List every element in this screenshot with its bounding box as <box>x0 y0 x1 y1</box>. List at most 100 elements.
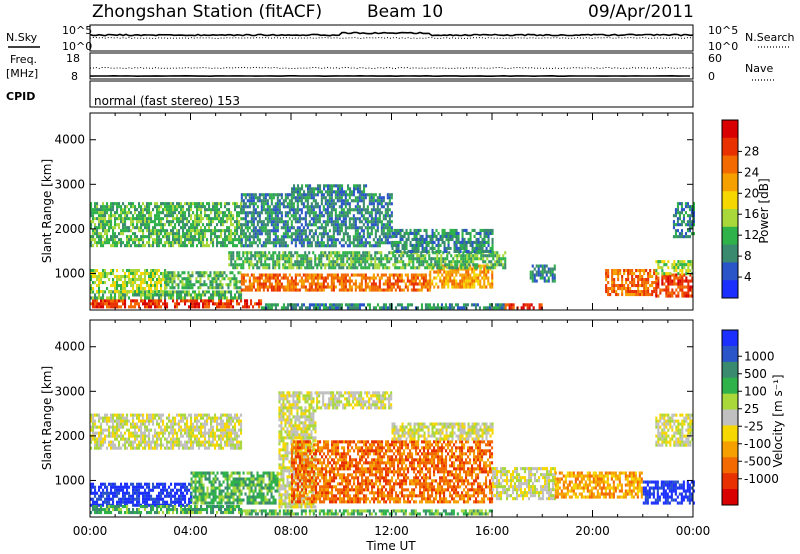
range-gate-cell <box>258 251 261 255</box>
range-gate-cell <box>188 305 191 309</box>
range-gate-cell <box>206 290 209 294</box>
range-gate-cell <box>104 229 107 233</box>
range-gate-cell <box>418 263 421 267</box>
range-gate-cell <box>177 283 180 287</box>
range-gate-cell <box>314 285 317 289</box>
range-gate-cell <box>676 205 679 209</box>
range-gate-cell <box>431 231 434 235</box>
range-gate-cell <box>406 276 409 280</box>
range-gate-cell <box>294 220 297 224</box>
range-gate-cell <box>233 283 236 287</box>
range-gate-cell <box>490 260 493 264</box>
range-gate-cell <box>262 251 265 255</box>
range-gate-cell <box>204 299 207 303</box>
range-gate-cell <box>256 254 259 258</box>
range-gate-cell <box>302 193 305 197</box>
range-gate-cell <box>360 193 363 197</box>
range-gate-cell <box>487 237 490 241</box>
range-gate-cell <box>128 226 131 230</box>
range-gate-cell <box>298 208 301 212</box>
range-gate-cell <box>378 193 381 197</box>
range-gate-cell <box>358 238 361 242</box>
range-gate-cell <box>142 290 145 294</box>
range-gate-cell <box>349 187 352 191</box>
range-gate-cell <box>471 267 474 271</box>
range-gate-cell <box>296 260 299 264</box>
range-gate-cell <box>138 244 141 248</box>
range-gate-cell <box>413 243 416 247</box>
range-gate-cell <box>440 257 443 261</box>
range-gate-cell <box>356 303 359 307</box>
range-gate-cell <box>228 202 231 206</box>
range-gate-cell <box>128 229 131 233</box>
range-gate-cell <box>400 260 403 264</box>
range-gate-cell <box>90 497 93 501</box>
range-gate-cell <box>250 288 253 292</box>
range-gate-cell <box>337 190 340 194</box>
range-gate-cell <box>411 243 414 247</box>
range-gate-cell <box>158 281 161 285</box>
range-gate-cell <box>635 284 638 288</box>
range-gate-cell <box>350 241 353 245</box>
range-gate-cell <box>158 290 161 294</box>
range-gate-cell <box>192 223 195 227</box>
range-gate-cell <box>310 273 313 277</box>
range-gate-cell <box>224 235 227 239</box>
range-gate-cell <box>431 243 434 247</box>
range-gate-cell <box>90 284 93 288</box>
range-gate-cell <box>108 491 111 495</box>
range-gate-cell <box>674 229 677 233</box>
range-gate-cell <box>300 232 303 236</box>
range-gate-cell <box>374 241 377 245</box>
range-gate-cell <box>354 285 357 289</box>
range-gate-cell <box>286 276 289 280</box>
range-gate-cell <box>464 266 467 270</box>
range-gate-cell <box>304 257 307 261</box>
range-gate-cell <box>210 241 213 245</box>
range-gate-cell <box>672 214 675 218</box>
range-gate-cell <box>420 303 423 307</box>
range-gate-cell <box>110 202 113 206</box>
range-gate-cell <box>114 284 117 288</box>
range-gate-cell <box>607 272 610 276</box>
range-gate-cell <box>299 190 302 194</box>
range-gate-cell <box>228 214 231 218</box>
range-gate-cell <box>162 202 165 206</box>
range-gate-cell <box>180 299 183 303</box>
range-gate-cell <box>142 202 145 206</box>
range-gate-cell <box>360 199 363 203</box>
range-gate-cell <box>284 251 287 255</box>
range-gate-cell <box>362 235 365 239</box>
range-gate-cell <box>352 226 355 230</box>
range-gate-cell <box>366 229 369 233</box>
range-gate-cell <box>392 282 395 286</box>
range-gate-cell <box>134 208 137 212</box>
range-gate-cell <box>160 238 163 242</box>
range-gate-cell <box>408 279 411 283</box>
range-gate-cell <box>691 288 694 292</box>
range-gate-cell <box>310 257 313 261</box>
range-gate-cell <box>374 257 377 261</box>
range-gate-cell <box>348 196 351 200</box>
range-gate-cell <box>165 286 168 290</box>
range-gate-cell <box>202 217 205 221</box>
range-gate-cell <box>258 196 261 200</box>
range-gate-cell <box>358 232 361 236</box>
range-gate-cell <box>110 272 113 276</box>
range-gate-cell <box>438 306 441 310</box>
range-gate-cell <box>368 232 371 236</box>
range-gate-cell <box>108 482 111 486</box>
range-gate-cell <box>106 238 109 242</box>
range-gate-cell <box>378 220 381 224</box>
range-gate-cell <box>653 272 656 276</box>
range-gate-cell <box>256 288 259 292</box>
range-gate-cell <box>445 270 448 274</box>
range-gate-cell <box>300 238 303 242</box>
range-gate-cell <box>158 232 161 236</box>
range-gate-cell <box>489 285 492 289</box>
range-gate-cell <box>456 254 459 258</box>
range-gate-cell <box>651 284 654 288</box>
range-gate-cell <box>172 208 175 212</box>
range-gate-cell <box>686 220 689 224</box>
range-gate-cell <box>120 488 123 492</box>
